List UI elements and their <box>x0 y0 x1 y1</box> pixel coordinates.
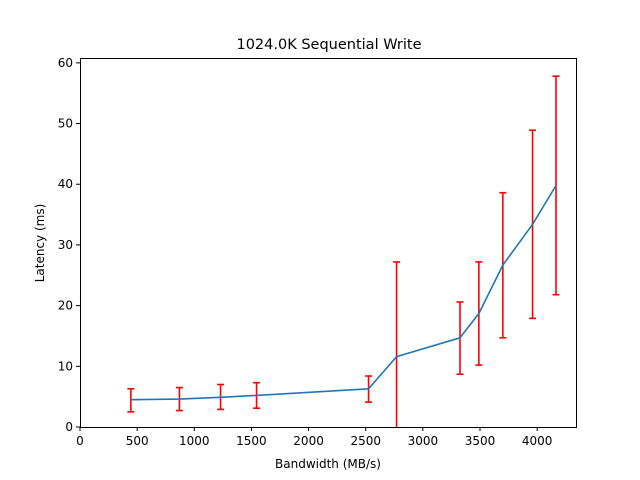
x-tick-label: 0 <box>76 434 84 448</box>
data-series <box>130 185 557 401</box>
y-tick-label: 0 <box>65 420 73 434</box>
plot-frame <box>80 58 577 428</box>
y-tick-label: 30 <box>58 238 73 252</box>
y-tick-label: 40 <box>58 177 73 191</box>
y-axis-ticks: 0 10 20 30 40 50 60 <box>58 56 80 434</box>
x-tick-label: 4000 <box>522 434 553 448</box>
series-line <box>130 185 557 401</box>
x-tick-label: 500 <box>126 434 149 448</box>
y-tick-label: 60 <box>58 56 73 70</box>
y-tick-label: 20 <box>58 299 73 313</box>
x-tick-label: 3000 <box>408 434 439 448</box>
x-tick-label: 1500 <box>236 434 267 448</box>
y-tick-label: 50 <box>58 117 73 131</box>
x-tick-label: 1000 <box>179 434 210 448</box>
x-axis-label: Bandwidth (MB/s) <box>275 457 381 471</box>
y-tick-label: 10 <box>58 359 73 373</box>
x-tick-label: 2000 <box>293 434 324 448</box>
x-tick-label: 2500 <box>350 434 381 448</box>
y-axis-label: Latency (ms) <box>33 204 47 283</box>
chart-title: 1024.0K Sequential Write <box>236 37 421 53</box>
x-axis-ticks: 0 500 1000 1500 2000 2500 3000 3500 4000 <box>76 427 552 448</box>
x-tick-label: 3500 <box>465 434 496 448</box>
